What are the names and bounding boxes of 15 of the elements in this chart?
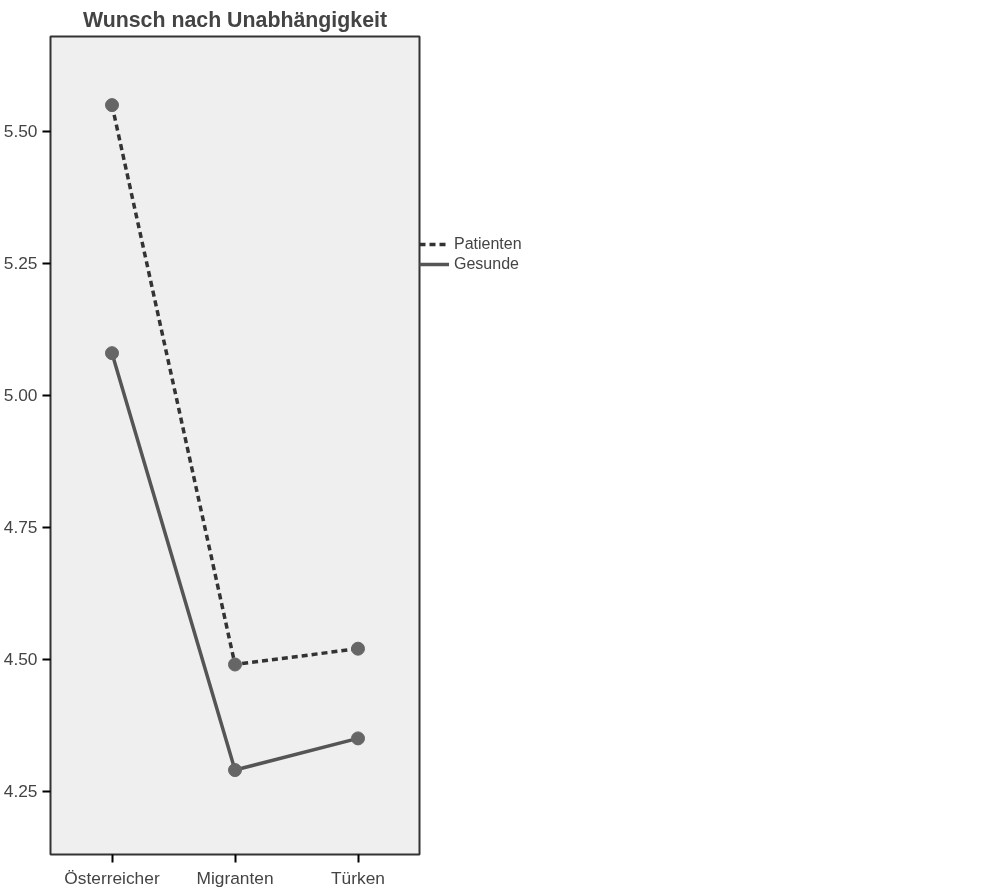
legend-label: Patienten bbox=[454, 235, 522, 253]
point bbox=[105, 346, 119, 361]
point bbox=[228, 763, 242, 778]
x-tick-label: Türken bbox=[331, 867, 385, 888]
x-tick-label: Migranten bbox=[196, 867, 274, 888]
y-tick-label: 4.50 bbox=[3, 649, 38, 670]
y-tick-label: 4.25 bbox=[3, 781, 38, 802]
y-tick-label: 4.75 bbox=[3, 517, 38, 538]
chart-title: Wunsch nach Unabhängigkeit bbox=[82, 7, 388, 32]
y-tick-label: 5.25 bbox=[3, 253, 38, 274]
y-tick-label: 5.50 bbox=[3, 121, 38, 142]
legend-label: Gesunde bbox=[454, 255, 519, 273]
point bbox=[351, 731, 365, 746]
y-tick-label: 5.00 bbox=[3, 385, 38, 406]
x-tick-label: Österreicher bbox=[64, 867, 160, 888]
